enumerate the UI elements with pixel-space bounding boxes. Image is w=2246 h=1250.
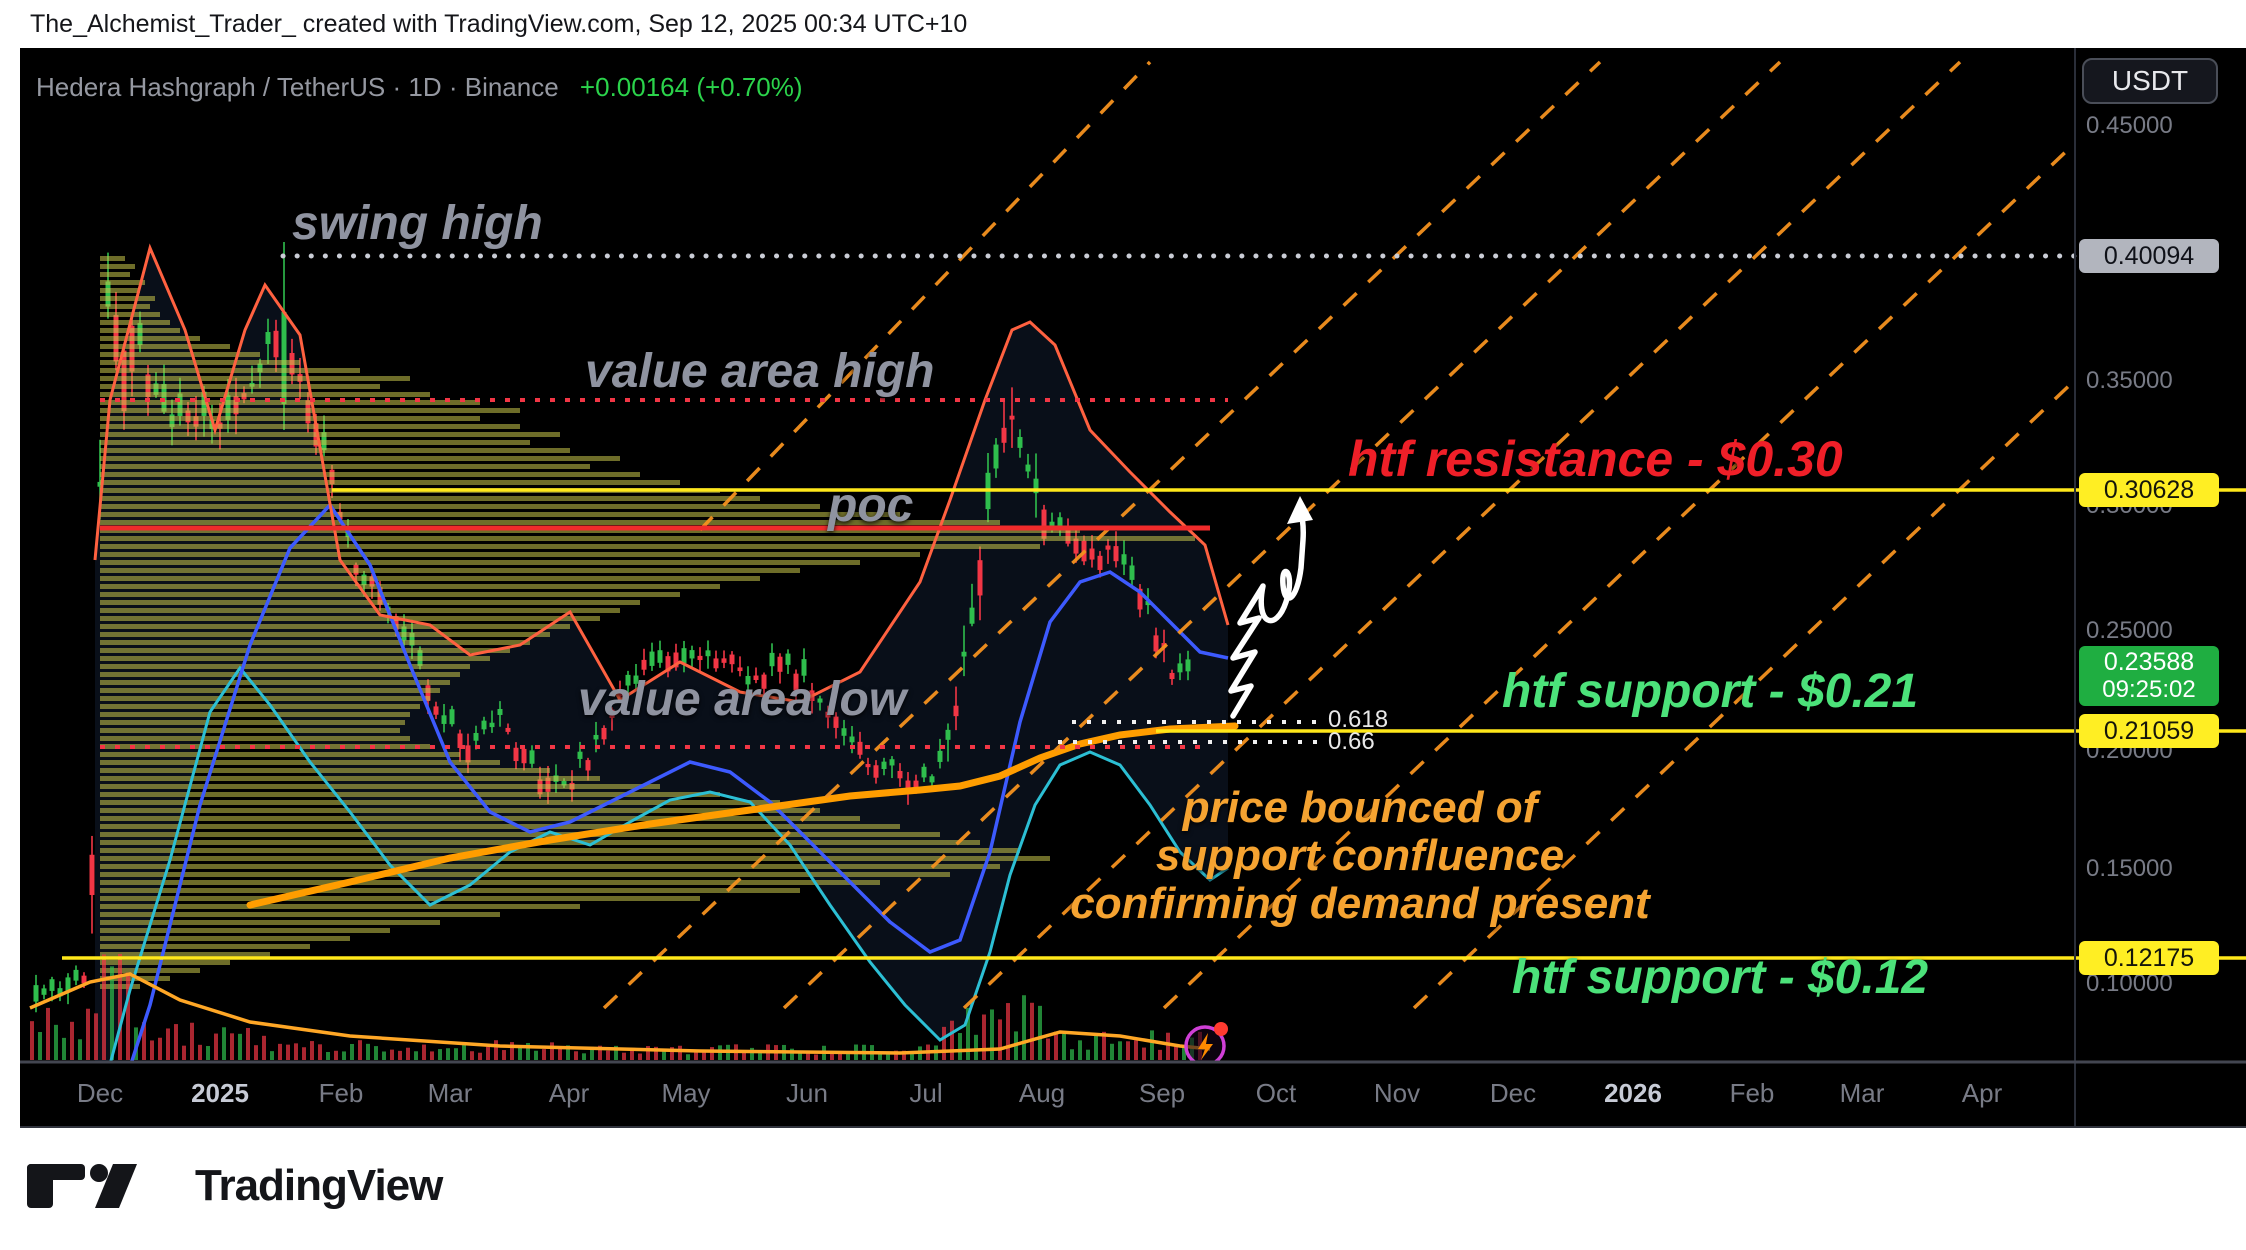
price-badge-0.12175: 0.12175: [2079, 941, 2219, 975]
price-badge-0.21059: 0.21059: [2079, 714, 2219, 748]
trend-channel-dashed-3[interactable]: [962, 60, 1962, 1010]
annotation-value-area-high: value area high: [585, 345, 935, 398]
attribution-text: The_Alchemist_Trader_ created with Tradi…: [30, 10, 968, 38]
time-tick-Mar[interactable]: Mar: [1839, 1078, 1885, 1108]
time-tick-Nov[interactable]: Nov: [1373, 1078, 1421, 1108]
thick-ma-line: [246, 722, 1239, 909]
price-badge-0.40094: 0.40094: [2079, 239, 2219, 273]
volume-profile: [100, 256, 1195, 989]
symbol-title: Hedera Hashgraph / TetherUS · 1D · Binan…: [36, 72, 559, 102]
trend-channel-dashed-4[interactable]: [1162, 141, 2075, 1010]
tradingview-logo-icon: [27, 1164, 137, 1208]
price-change: +0.00164 (+0.70%): [579, 72, 803, 102]
trend-channel-dashed-2[interactable]: [782, 60, 1782, 1010]
plot-area[interactable]: [29, 60, 2075, 1160]
time-tick-Sep[interactable]: Sep: [1138, 1078, 1186, 1108]
time-tick-Mar[interactable]: Mar: [427, 1078, 473, 1108]
bounce-note-line-2: support confluence: [1155, 831, 1565, 880]
flash-idea-icon[interactable]: [1184, 1022, 1228, 1065]
price-tick-0.15000: 0.15000: [2086, 855, 2173, 882]
projection-arrow[interactable]: [1228, 496, 1313, 719]
fib-level-0618-label: 0.618: [1328, 706, 1389, 733]
annotation-poc: poc: [828, 479, 914, 532]
price-tick-0.45000: 0.45000: [2086, 112, 2173, 139]
annotation-htf-support-21: htf support - $0.21: [1502, 665, 1919, 718]
time-tick-Apr[interactable]: Apr: [548, 1078, 590, 1108]
lower-band-line: [109, 665, 1229, 1062]
volume-ma-line: [29, 972, 1211, 1055]
time-tick-2025[interactable]: 2025: [191, 1078, 249, 1108]
price-badge-0.23588: 0.23588 09:25:02: [2079, 646, 2219, 706]
tradingview-wordmark: TradingView: [195, 1161, 443, 1210]
price-tick-0.35000: 0.35000: [2086, 367, 2173, 394]
price-tick-0.25000: 0.25000: [2086, 617, 2173, 644]
time-tick-2026[interactable]: 2026: [1604, 1078, 1662, 1108]
time-tick-Aug[interactable]: Aug: [1018, 1078, 1066, 1108]
bounce-note-line-1: price bounced of: [1182, 783, 1538, 832]
annotation-swing-high: swing high: [292, 197, 543, 250]
currency-toggle-button[interactable]: USDT: [2082, 58, 2218, 104]
time-tick-Feb[interactable]: Feb: [1729, 1078, 1775, 1108]
price-badge-0.30628: 0.30628: [2079, 473, 2219, 507]
time-tick-Apr[interactable]: Apr: [1961, 1078, 2003, 1108]
symbol-legend[interactable]: Hedera Hashgraph / TetherUS · 1D · Binan…: [36, 72, 803, 103]
annotation-bounce-note: price bounced of support confluence confir…: [1070, 784, 1649, 928]
time-tick-Feb[interactable]: Feb: [318, 1078, 364, 1108]
annotation-htf-resistance: htf resistance - $0.30: [1348, 431, 1843, 487]
bounce-note-line-3: confirming demand present: [1070, 879, 1650, 928]
time-tick-Oct[interactable]: Oct: [1255, 1078, 1297, 1108]
annotation-value-area-low: value area low: [578, 673, 907, 726]
trend-channel-dashed-0[interactable]: [698, 60, 1152, 532]
time-tick-May[interactable]: May: [661, 1078, 711, 1108]
fib-level-066-label: 0.66: [1328, 728, 1375, 755]
time-tick-Dec[interactable]: Dec: [76, 1078, 124, 1108]
upper-band-line: [93, 243, 1230, 704]
time-tick-Jun[interactable]: Jun: [786, 1078, 828, 1108]
time-tick-Dec[interactable]: Dec: [1489, 1078, 1537, 1108]
trend-channel-dashed-1[interactable]: [602, 60, 1602, 1010]
tradingview-footer[interactable]: TradingView: [25, 1158, 443, 1214]
bar-countdown: 09:25:02: [2102, 676, 2196, 703]
volume-pane: [30, 953, 1202, 1060]
annotation-htf-support-12: htf support - $0.12: [1512, 951, 1929, 1004]
time-tick-Jul[interactable]: Jul: [909, 1078, 943, 1108]
trend-channel-dashed-5[interactable]: [1412, 378, 2075, 1010]
